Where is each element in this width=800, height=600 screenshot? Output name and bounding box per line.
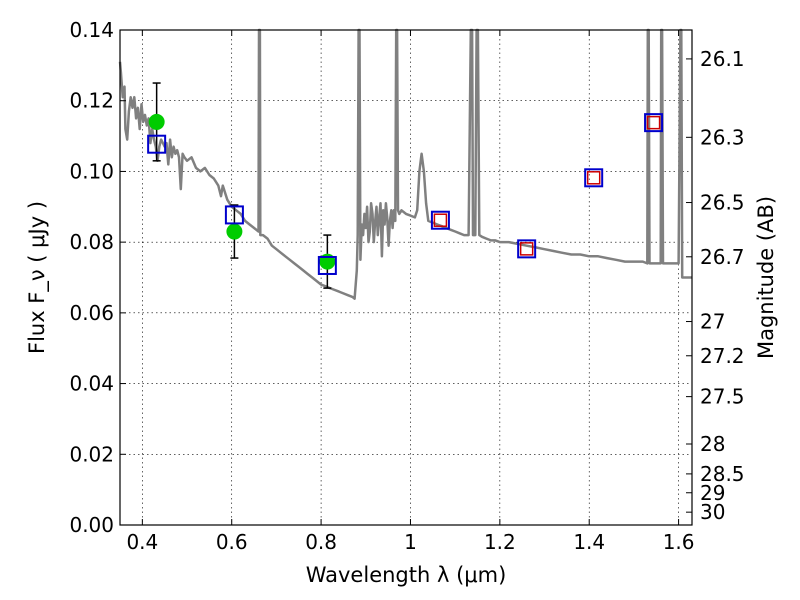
x-tick-label: 1 [404, 530, 417, 554]
mag-tick-label: 30 [700, 500, 725, 524]
model-box [644, 113, 664, 133]
mag-tick-label: 26.5 [700, 191, 745, 215]
y-tick-label: 0.06 [69, 301, 114, 325]
x-tick-label: 0.4 [126, 530, 158, 554]
model-box [317, 255, 337, 275]
inner-box [646, 115, 661, 130]
y-axis-ticks: 0.00 0.02 0.04 0.06 0.08 0.10 0.12 0.14 [69, 18, 126, 537]
inner-box [433, 213, 448, 227]
mag-tick-label: 29 [700, 481, 725, 505]
model-band-boxes [147, 113, 664, 275]
x-tick-label: 0.8 [305, 530, 337, 554]
model-box [430, 210, 450, 230]
mag-tick-label: 27 [700, 310, 725, 334]
x-tick-label: 1.6 [663, 530, 695, 554]
observed-point [226, 223, 243, 240]
model-box [147, 134, 167, 154]
inner-box [586, 171, 601, 185]
x-axis-ticks: 0.4 0.6 0.8 1 1.2 1.4 1.6 [126, 30, 695, 554]
y-tick-label: 0.04 [69, 372, 114, 396]
y-tick-label: 0.12 [69, 89, 114, 113]
x-tick-label: 0.6 [216, 530, 248, 554]
y-tick-label: 0.10 [69, 159, 114, 183]
plot-frame [119, 29, 693, 526]
y-tick-label: 0.14 [69, 18, 114, 42]
y-axis-label: Flux F_ν ( μJy ) [25, 201, 50, 354]
model-spectrum-line [118, 28, 692, 300]
inner-box [519, 242, 534, 256]
y-tick-label: 0.08 [69, 230, 114, 254]
model-spectrum [118, 28, 692, 300]
mag-tick-label: 26.7 [700, 245, 745, 269]
magnitude-axis-label: Magnitude (AB) [754, 196, 778, 359]
x-tick-label: 1.4 [573, 530, 605, 554]
mag-tick-label: 27.2 [700, 344, 745, 368]
grid [120, 29, 692, 526]
model-box [517, 239, 537, 259]
observed-points [148, 113, 336, 270]
y-tick-label: 0.02 [69, 442, 114, 466]
model-box [224, 205, 244, 225]
mag-tick-label: 26.3 [700, 125, 745, 149]
model-box [584, 168, 604, 188]
mag-tick-label: 28 [700, 432, 725, 456]
mag-tick-label: 26.1 [700, 47, 745, 71]
x-tick-label: 1.2 [484, 530, 516, 554]
observed-point [148, 113, 165, 130]
mag-tick-label: 27.5 [700, 385, 745, 409]
mag-tick-label: 28.5 [700, 462, 745, 486]
y-tick-label: 0.00 [69, 513, 114, 537]
x-axis-label: Wavelength λ (μm) [306, 563, 507, 587]
